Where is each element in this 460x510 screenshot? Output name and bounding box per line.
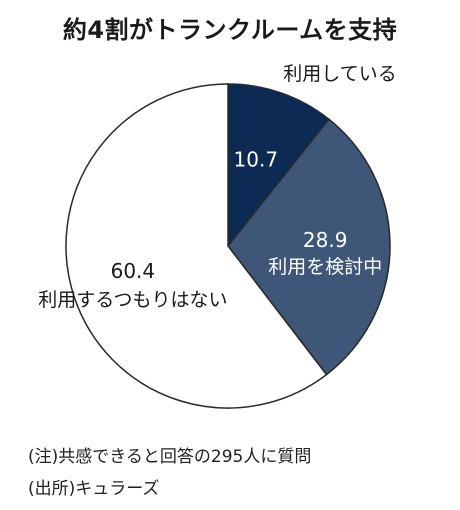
slice-category-label: 利用を検討中 (268, 256, 382, 278)
slice-category-label: 利用するつもりはない (38, 289, 227, 311)
footnote-note: (注)共感できると回答の295人に質問 (28, 447, 312, 467)
footnote-source: (出所)キュラーズ (28, 479, 160, 499)
slice-value-label: 28.9 (303, 228, 348, 252)
chart-title: 約4割がトランクルームを支持 (62, 16, 398, 44)
pie-slice-2 (227, 118, 391, 376)
slice-value-label: 10.7 (234, 147, 279, 171)
slice-category-label: 利用している (283, 63, 396, 85)
pie-slice-3 (65, 83, 328, 409)
pie-slice-1 (227, 83, 330, 249)
slice-value-label: 60.4 (111, 259, 156, 283)
